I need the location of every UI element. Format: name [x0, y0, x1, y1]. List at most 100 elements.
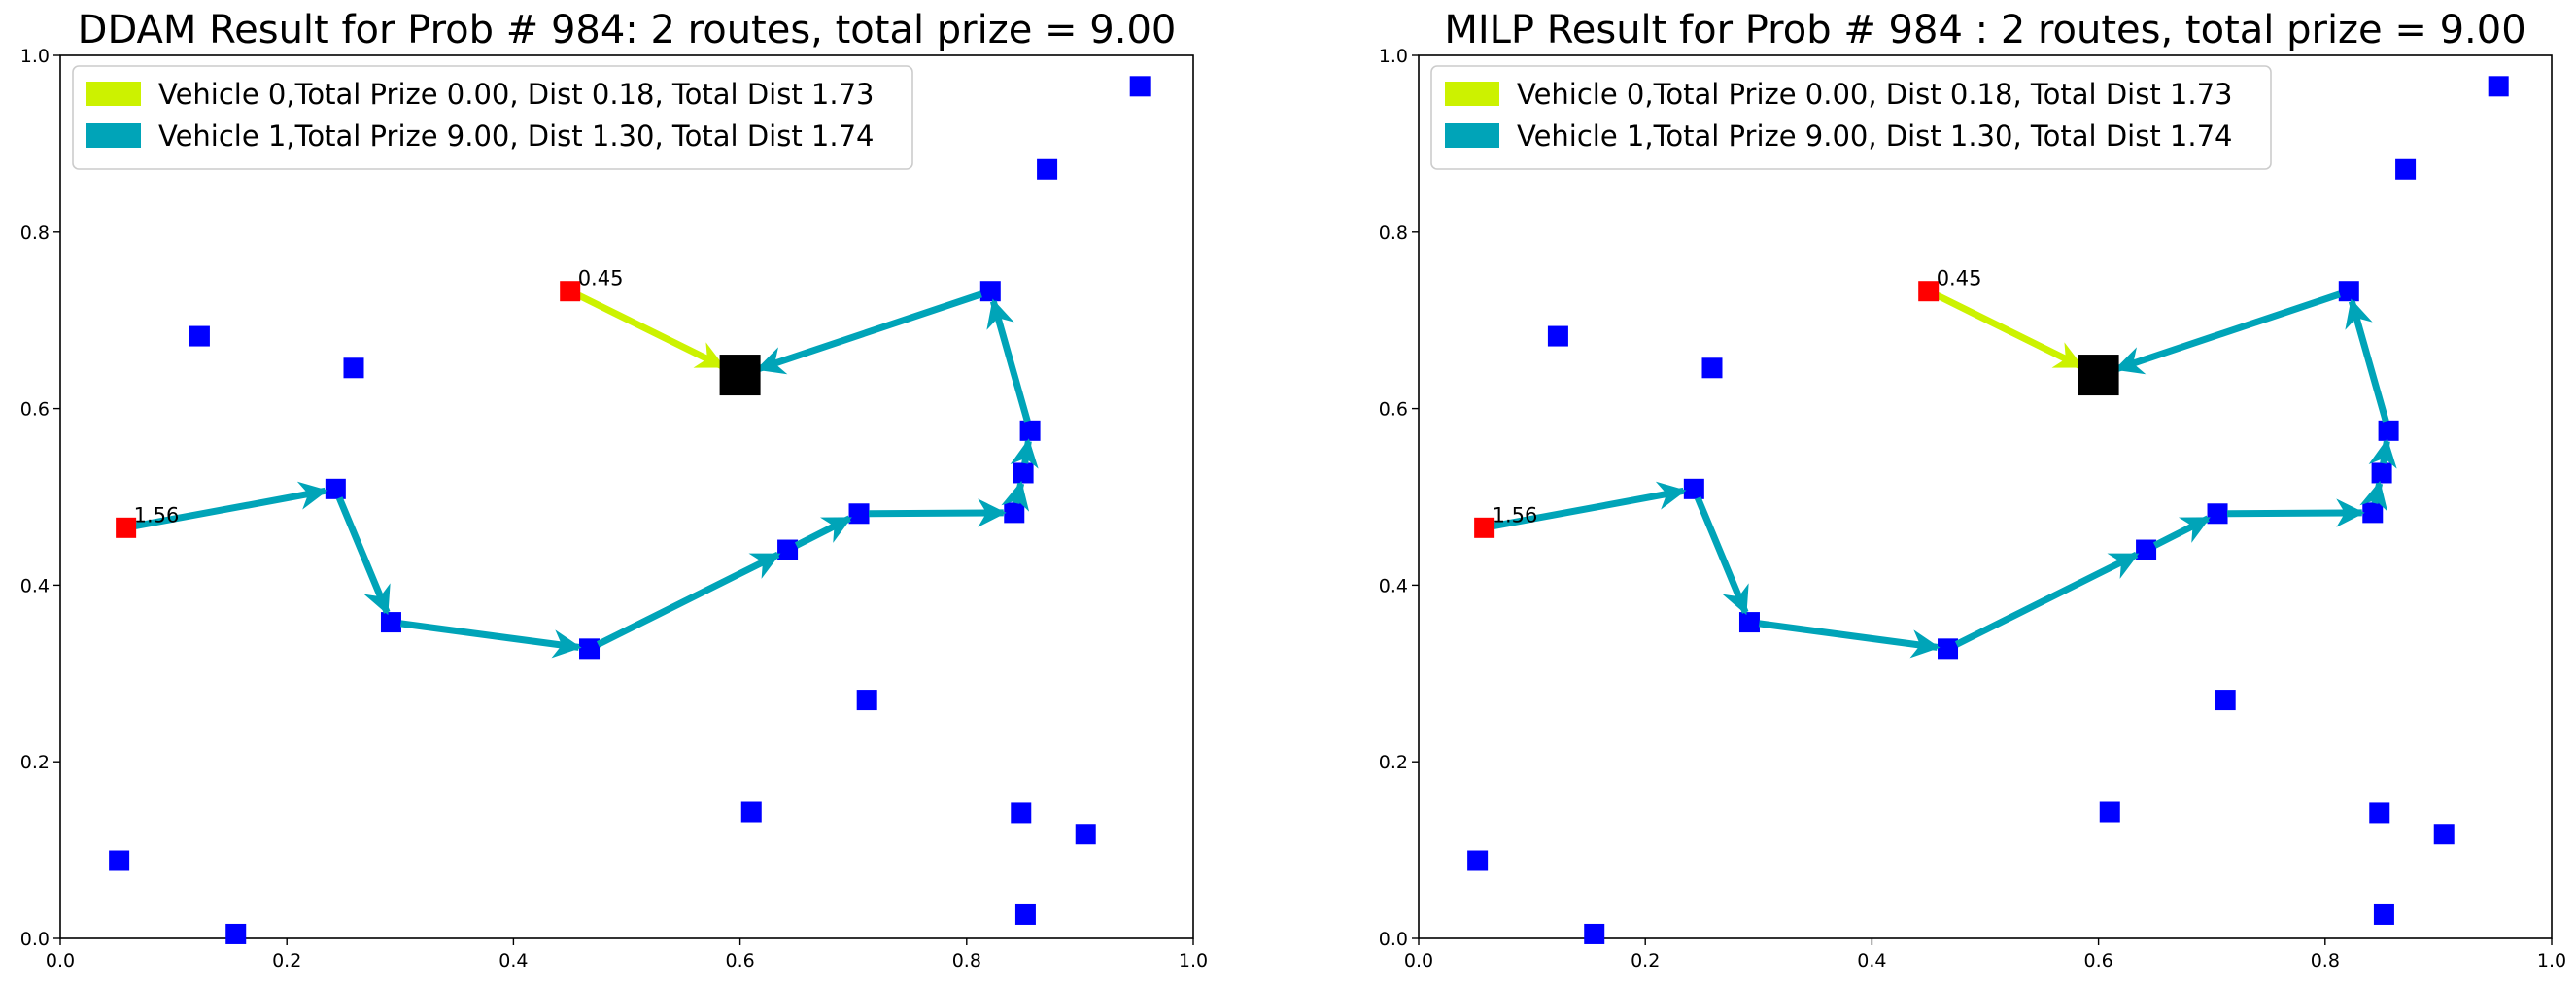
route-arrow [577, 291, 726, 370]
start-node [1474, 517, 1495, 538]
y-tick-label: 0.4 [20, 575, 50, 596]
route-arrow [1936, 291, 2084, 370]
customer-node [579, 638, 601, 660]
route-arrow [1694, 496, 1749, 616]
route-arrow [1954, 551, 2140, 648]
x-tick-label: 0.8 [2311, 950, 2340, 971]
y-tick-label: 1.0 [1379, 46, 1408, 67]
legend-swatch [1445, 82, 1499, 106]
customer-node [848, 503, 870, 525]
x-tick-label: 0.2 [272, 950, 301, 971]
legend-box [72, 65, 913, 170]
y-tick-label: 0.6 [1379, 399, 1408, 421]
customer-node [1037, 158, 1058, 180]
start-node-label: 1.56 [134, 503, 180, 526]
customer-node [1014, 903, 1036, 925]
route-arrow [2368, 438, 2397, 469]
y-tick-label: 0.0 [20, 929, 50, 950]
customer-node [1013, 462, 1034, 484]
customer-node [343, 357, 364, 379]
legend-swatch [86, 82, 141, 106]
route-arrow [335, 496, 391, 616]
customer-node [1011, 802, 1032, 824]
route-arrow [399, 620, 582, 659]
customer-node [2362, 502, 2384, 524]
customer-node [1938, 638, 1959, 660]
x-tick-label: 0.2 [1631, 950, 1660, 971]
y-tick-label: 0.2 [20, 752, 50, 773]
legend-swatch [1445, 123, 1499, 148]
customer-node [740, 801, 762, 823]
customer-node [2136, 539, 2157, 560]
customer-node [1075, 824, 1096, 845]
x-tick-label: 0.0 [46, 950, 75, 971]
route-arrow [794, 515, 852, 549]
legend-box [1430, 65, 2272, 170]
ddam-result-panel: DDAM Result for Prob # 984: 2 routes, to… [20, 8, 1208, 971]
depot-node [2078, 355, 2119, 396]
legend-label: Vehicle 0,Total Prize 0.00, Dist 0.18, T… [158, 78, 874, 111]
x-tick-label: 1.0 [1179, 950, 1208, 971]
customer-node [2373, 903, 2394, 925]
customer-node [109, 850, 130, 871]
x-tick-label: 0.6 [725, 950, 754, 971]
legend-label: Vehicle 1,Total Prize 9.00, Dist 1.30, T… [158, 119, 874, 153]
milp-result-panel: MILP Result for Prob # 984 : 2 routes, t… [1379, 8, 2566, 971]
x-tick-label: 0.8 [952, 950, 981, 971]
start-node-label: 0.45 [578, 267, 624, 290]
customer-node [2215, 690, 2236, 711]
customer-node [1738, 612, 1760, 633]
customer-node [856, 690, 877, 711]
route-arrow [2152, 515, 2211, 549]
customer-node [1004, 502, 1025, 524]
chart-title: DDAM Result for Prob # 984: 2 routes, to… [78, 8, 1177, 52]
customer-node [1129, 76, 1151, 97]
customer-node [2378, 420, 2399, 441]
start-node-label: 0.45 [1937, 267, 1982, 290]
route-arrow [596, 551, 781, 648]
depot-node [719, 355, 761, 396]
x-tick-label: 1.0 [2537, 950, 2566, 971]
route-arrow [2359, 480, 2388, 512]
customer-node [1584, 923, 1605, 944]
customer-node [1019, 420, 1041, 441]
customer-node [380, 612, 401, 633]
x-tick-label: 0.4 [1857, 950, 1886, 971]
customer-node [2433, 824, 2455, 845]
customer-node [777, 539, 799, 560]
y-tick-label: 0.6 [20, 399, 50, 421]
y-tick-label: 0.8 [20, 222, 50, 244]
customer-node [1683, 478, 1704, 499]
route-arrow [869, 498, 1007, 527]
customer-node [2371, 462, 2392, 484]
start-node [1918, 281, 1940, 302]
route-arrow [986, 298, 1031, 423]
customer-node [2488, 76, 2509, 97]
y-tick-label: 0.8 [1379, 222, 1408, 244]
route-arrow [2227, 498, 2365, 527]
y-tick-label: 1.0 [20, 46, 50, 67]
x-tick-label: 0.6 [2083, 950, 2112, 971]
customer-node [2369, 802, 2390, 824]
start-node-label: 1.56 [1493, 503, 1538, 526]
route-arrow [755, 290, 982, 375]
customer-node [225, 923, 247, 944]
route-arrow [1001, 480, 1030, 512]
customer-node [1701, 357, 1723, 379]
route-arrow [1758, 620, 1941, 659]
customer-node [2338, 281, 2359, 302]
route-arrow [1493, 481, 1687, 529]
route-arrow [2345, 298, 2389, 423]
start-node [116, 517, 137, 538]
customer-node [2395, 158, 2417, 180]
y-tick-label: 0.4 [1379, 575, 1408, 596]
customer-node [1467, 850, 1489, 871]
customer-node [189, 325, 210, 347]
legend-label: Vehicle 0,Total Prize 0.00, Dist 0.18, T… [1517, 78, 2232, 111]
customer-node [2207, 503, 2228, 525]
y-tick-label: 0.2 [1379, 752, 1408, 773]
x-tick-label: 0.0 [1404, 950, 1433, 971]
route-arrow [134, 481, 328, 529]
customer-node [1547, 325, 1568, 347]
